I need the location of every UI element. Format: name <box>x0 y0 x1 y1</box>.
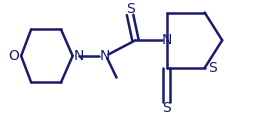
Text: S: S <box>126 2 134 16</box>
Text: N: N <box>99 49 109 63</box>
Text: O: O <box>8 49 19 63</box>
Text: N: N <box>162 33 172 47</box>
Text: S: S <box>208 61 217 75</box>
Text: S: S <box>162 101 171 115</box>
Text: N: N <box>73 49 84 63</box>
